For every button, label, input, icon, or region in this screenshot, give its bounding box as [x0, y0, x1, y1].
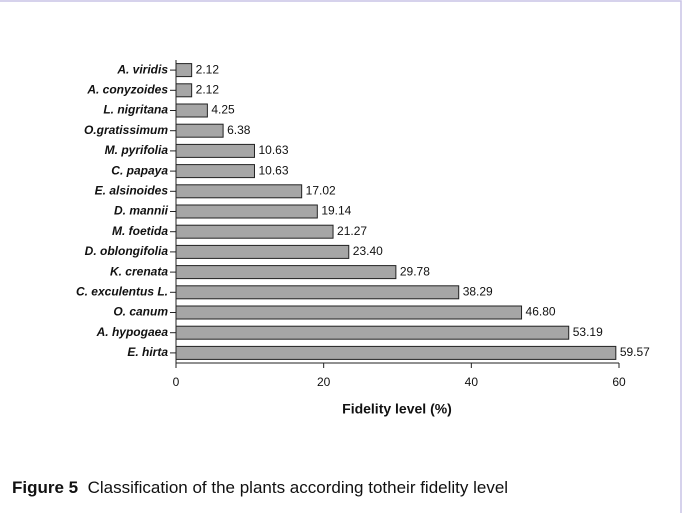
value-label: 59.57 [620, 345, 650, 359]
bar [175, 285, 460, 300]
value-label: 23.40 [353, 244, 383, 258]
y-tick-label: C. exculentus L. [76, 284, 168, 298]
value-label: 10.63 [258, 163, 288, 177]
bar [175, 63, 193, 78]
bar [175, 143, 255, 158]
y-tick-label: M. foetida [112, 224, 168, 238]
caption-label: Figure 5 [12, 478, 79, 497]
bar [175, 164, 255, 179]
bar [175, 204, 318, 219]
value-label: 21.27 [337, 224, 367, 238]
bar [175, 123, 224, 138]
y-tick-label: E. hirta [127, 345, 168, 359]
value-label: 6.38 [227, 123, 251, 137]
bar [175, 83, 193, 98]
y-tick-label: E. alsinoides [95, 183, 169, 197]
caption-text: Classification of the plants according t… [87, 478, 509, 497]
x-axis-label: Fidelity level (%) [342, 401, 452, 417]
value-label: 17.02 [306, 183, 336, 197]
y-tick-label: K. crenata [110, 264, 168, 278]
bar [175, 305, 523, 320]
bar [175, 244, 350, 259]
x-tick-label: 20 [317, 375, 331, 389]
bar [175, 345, 617, 360]
y-tick-label: A. hypogaea [96, 325, 169, 339]
value-label: 10.63 [258, 143, 288, 157]
y-tick-label: D. mannii [114, 204, 169, 218]
y-tick-label: D. oblongifolia [85, 244, 169, 258]
y-tick-label: O.gratissimum [84, 123, 168, 137]
bar [175, 103, 208, 118]
value-label: 46.80 [526, 305, 556, 319]
y-tick-label: M. pyrifolia [105, 143, 169, 157]
value-label: 53.19 [573, 325, 603, 339]
bar [175, 224, 334, 239]
caption: Figure 5 Classification of the plants ac… [12, 478, 508, 498]
value-label: 2.12 [196, 62, 220, 76]
y-tick-label: C. papaya [111, 163, 168, 177]
x-tick-label: 0 [173, 375, 180, 389]
bar [175, 184, 303, 199]
bar [175, 325, 570, 340]
x-tick-label: 60 [612, 375, 626, 389]
bar [175, 265, 397, 280]
value-label: 38.29 [463, 284, 493, 298]
value-label: 29.78 [400, 264, 430, 278]
x-tick-label: 40 [465, 375, 479, 389]
y-tick-label: L. nigritana [103, 103, 168, 117]
value-label: 4.25 [211, 103, 235, 117]
value-label: 19.14 [321, 204, 351, 218]
y-tick-label: A. viridis [116, 62, 168, 76]
value-label: 2.12 [196, 82, 220, 96]
y-tick-label: A. conyzoides [86, 82, 168, 96]
y-tick-label: O. canum [113, 305, 168, 319]
